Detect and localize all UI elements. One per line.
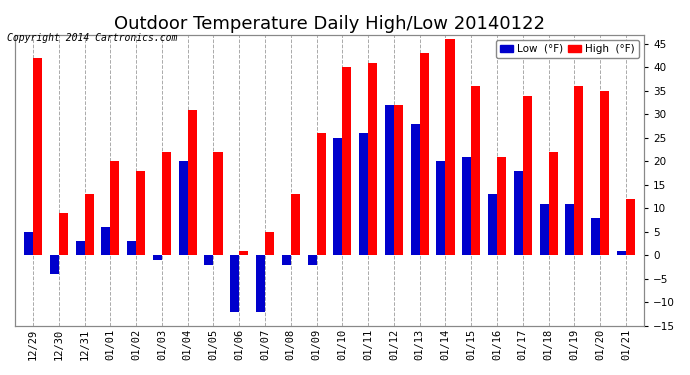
- Bar: [308, 255, 317, 265]
- Bar: [179, 162, 188, 255]
- Bar: [282, 255, 290, 265]
- Bar: [85, 194, 94, 255]
- Bar: [24, 232, 33, 255]
- Bar: [565, 204, 574, 255]
- Bar: [333, 138, 342, 255]
- Bar: [50, 255, 59, 274]
- Bar: [290, 194, 300, 255]
- Bar: [265, 232, 274, 255]
- Bar: [162, 152, 171, 255]
- Bar: [437, 162, 446, 255]
- Bar: [462, 157, 471, 255]
- Bar: [76, 242, 85, 255]
- Bar: [394, 105, 403, 255]
- Bar: [101, 227, 110, 255]
- Bar: [33, 58, 42, 255]
- Bar: [600, 91, 609, 255]
- Bar: [540, 204, 549, 255]
- Bar: [230, 255, 239, 312]
- Bar: [574, 86, 583, 255]
- Legend: Low  (°F), High  (°F): Low (°F), High (°F): [496, 40, 639, 58]
- Bar: [549, 152, 558, 255]
- Bar: [359, 133, 368, 255]
- Bar: [411, 124, 420, 255]
- Bar: [127, 242, 136, 255]
- Bar: [256, 255, 265, 312]
- Bar: [617, 251, 626, 255]
- Bar: [523, 96, 532, 255]
- Bar: [497, 157, 506, 255]
- Bar: [188, 110, 197, 255]
- Title: Outdoor Temperature Daily High/Low 20140122: Outdoor Temperature Daily High/Low 20140…: [114, 15, 545, 33]
- Bar: [471, 86, 480, 255]
- Bar: [446, 39, 455, 255]
- Text: Copyright 2014 Cartronics.com: Copyright 2014 Cartronics.com: [7, 33, 177, 43]
- Bar: [368, 63, 377, 255]
- Bar: [59, 213, 68, 255]
- Bar: [153, 255, 162, 260]
- Bar: [385, 105, 394, 255]
- Bar: [204, 255, 213, 265]
- Bar: [317, 133, 326, 255]
- Bar: [488, 194, 497, 255]
- Bar: [213, 152, 222, 255]
- Bar: [342, 68, 351, 255]
- Bar: [514, 171, 523, 255]
- Bar: [110, 162, 119, 255]
- Bar: [591, 218, 600, 255]
- Bar: [420, 53, 428, 255]
- Bar: [239, 251, 248, 255]
- Bar: [136, 171, 145, 255]
- Bar: [626, 199, 635, 255]
